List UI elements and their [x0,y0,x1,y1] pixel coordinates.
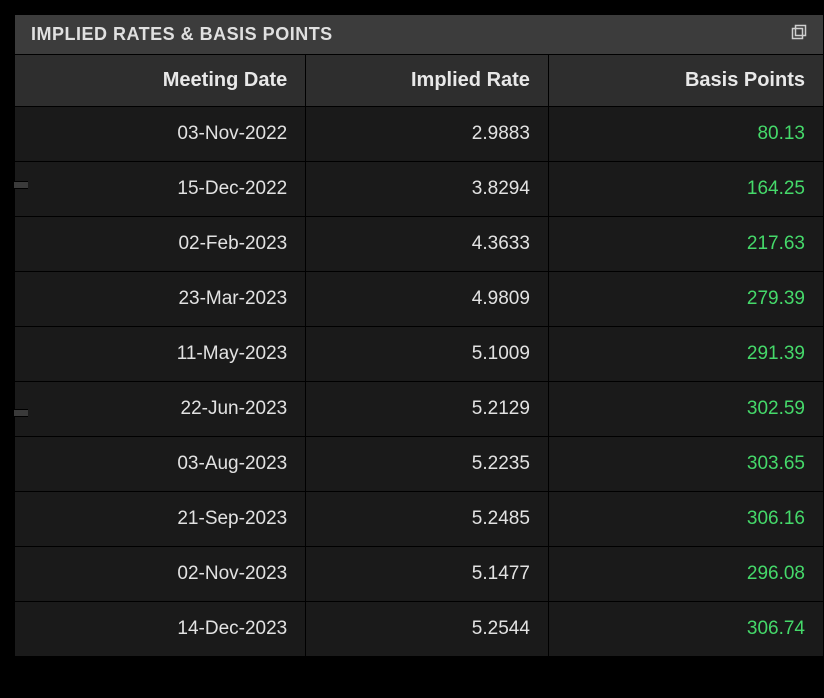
table-row[interactable]: 03-Aug-20235.2235303.65 [15,437,824,492]
col-header-basis-points[interactable]: Basis Points [548,55,823,107]
cell-basis-points: 306.74 [548,602,823,657]
cell-basis-points: 217.63 [548,217,823,272]
rates-panel: IMPLIED RATES & BASIS POINTS Meeting Dat… [0,0,824,698]
cell-implied-rate: 5.2129 [306,382,549,437]
cell-implied-rate: 5.2235 [306,437,549,492]
cell-implied-rate: 5.1477 [306,547,549,602]
cell-implied-rate: 4.3633 [306,217,549,272]
table-row[interactable]: 02-Nov-20235.1477296.08 [15,547,824,602]
col-header-meeting-date[interactable]: Meeting Date [15,55,306,107]
cell-meeting-date: 14-Dec-2023 [15,602,306,657]
cell-meeting-date: 03-Nov-2022 [15,107,306,162]
cell-basis-points: 296.08 [548,547,823,602]
table-row[interactable]: 14-Dec-20235.2544306.74 [15,602,824,657]
cell-basis-points: 80.13 [548,107,823,162]
cell-meeting-date: 15-Dec-2022 [15,162,306,217]
table-row[interactable]: 21-Sep-20235.2485306.16 [15,492,824,547]
rates-table: Meeting Date Implied Rate Basis Points 0… [14,54,824,657]
cell-implied-rate: 3.8294 [306,162,549,217]
cell-meeting-date: 02-Feb-2023 [15,217,306,272]
cell-basis-points: 279.39 [548,272,823,327]
table-row[interactable]: 03-Nov-20222.988380.13 [15,107,824,162]
cell-implied-rate: 5.2485 [306,492,549,547]
panel-titlebar: IMPLIED RATES & BASIS POINTS [14,14,824,54]
cell-basis-points: 291.39 [548,327,823,382]
table-row[interactable]: 02-Feb-20234.3633217.63 [15,217,824,272]
table-row[interactable]: 11-May-20235.1009291.39 [15,327,824,382]
panel-title: IMPLIED RATES & BASIS POINTS [31,24,333,45]
table-header-row: Meeting Date Implied Rate Basis Points [15,55,824,107]
cell-meeting-date: 11-May-2023 [15,327,306,382]
cell-meeting-date: 03-Aug-2023 [15,437,306,492]
cell-basis-points: 306.16 [548,492,823,547]
popout-icon[interactable] [791,24,807,45]
cell-implied-rate: 5.1009 [306,327,549,382]
cell-implied-rate: 2.9883 [306,107,549,162]
left-edge-tick [14,409,28,417]
cell-meeting-date: 23-Mar-2023 [15,272,306,327]
cell-basis-points: 164.25 [548,162,823,217]
table-row[interactable]: 23-Mar-20234.9809279.39 [15,272,824,327]
cell-meeting-date: 21-Sep-2023 [15,492,306,547]
cell-implied-rate: 5.2544 [306,602,549,657]
cell-implied-rate: 4.9809 [306,272,549,327]
cell-basis-points: 302.59 [548,382,823,437]
left-edge-tick [14,181,28,189]
cell-meeting-date: 22-Jun-2023 [15,382,306,437]
table-row[interactable]: 22-Jun-20235.2129302.59 [15,382,824,437]
cell-basis-points: 303.65 [548,437,823,492]
table-row[interactable]: 15-Dec-20223.8294164.25 [15,162,824,217]
col-header-implied-rate[interactable]: Implied Rate [306,55,549,107]
cell-meeting-date: 02-Nov-2023 [15,547,306,602]
